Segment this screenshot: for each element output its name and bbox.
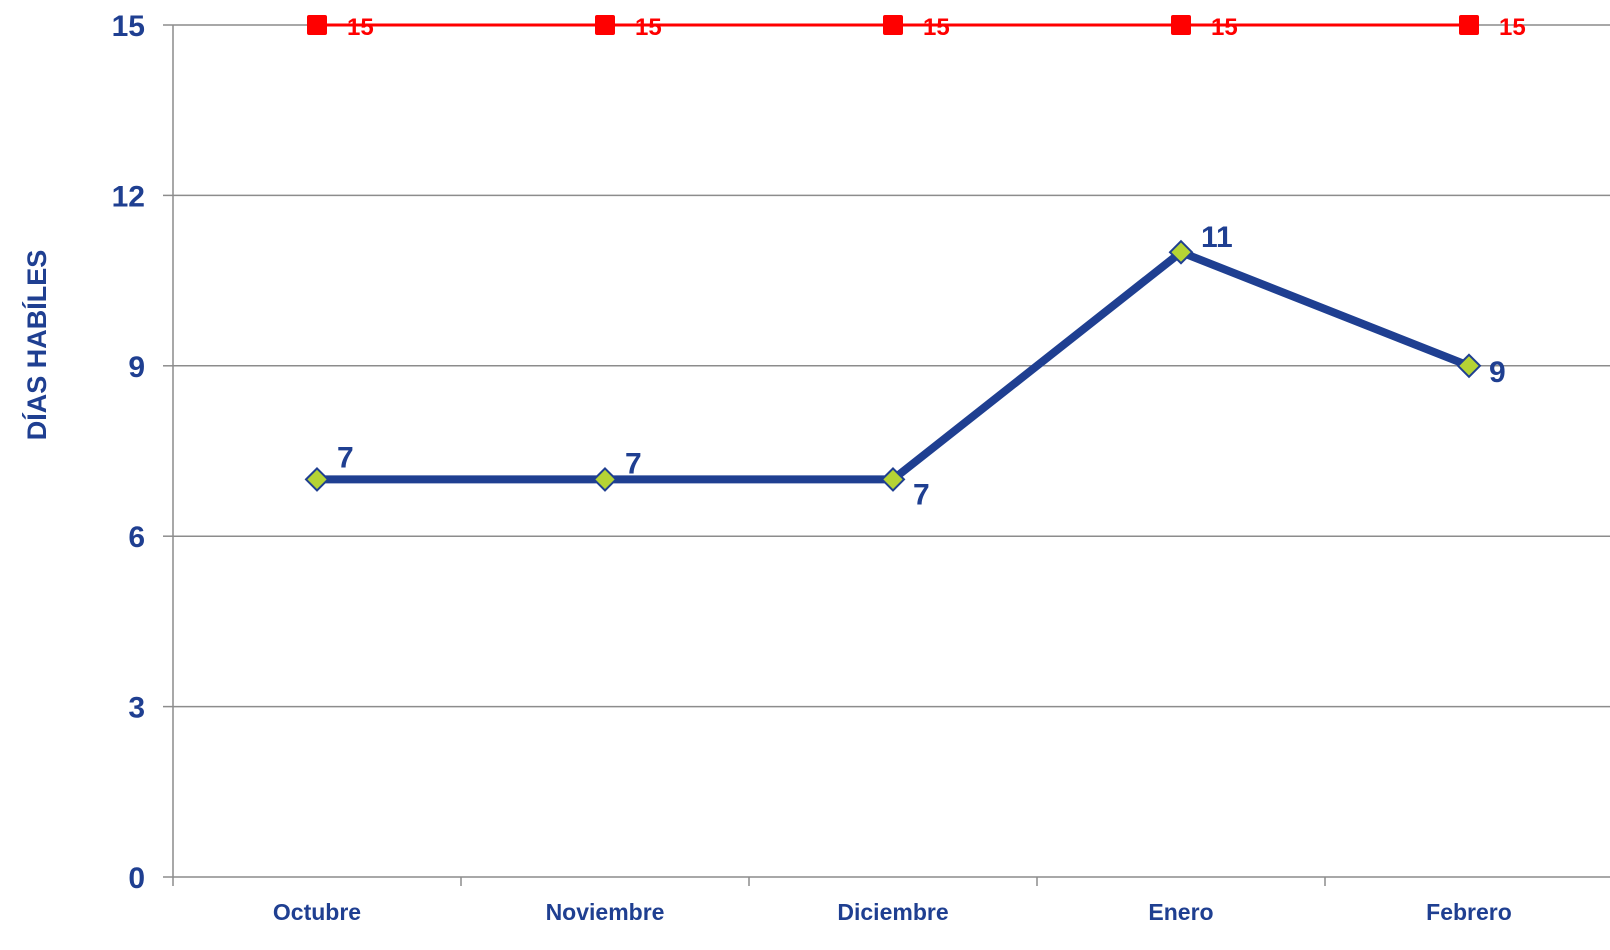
series-1: 7 7 7 11 9 <box>304 221 1506 511</box>
data-point <box>1459 15 1479 35</box>
data-label: 15 <box>923 14 950 41</box>
data-point <box>883 15 903 35</box>
data-label: 7 <box>913 478 930 511</box>
y-tick-label: 0 <box>128 862 145 895</box>
data-label: 15 <box>1211 14 1238 41</box>
series: 15 15 15 15 15 7 7 7 11 9 <box>304 14 1526 511</box>
data-point <box>1168 239 1194 265</box>
x-tick-label: Diciembre <box>837 899 948 925</box>
y-axis-label: DÍAS HABÍLES <box>21 250 52 441</box>
data-point <box>1171 15 1191 35</box>
data-point <box>307 15 327 35</box>
gridlines <box>173 24 1610 708</box>
y-tick-label: 12 <box>112 180 145 213</box>
x-tick-label: Noviembre <box>546 899 665 925</box>
data-point <box>880 466 906 492</box>
data-point <box>592 466 618 492</box>
data-label: 7 <box>625 447 642 480</box>
data-point <box>595 15 615 35</box>
axes: 0 3 6 9 12 15 Octubre Noviembre Diciembre Enero Fe… <box>112 10 1610 925</box>
y-tick-label: 6 <box>128 521 145 554</box>
data-label: 15 <box>1499 14 1526 41</box>
series-0: 15 15 15 15 15 <box>307 14 1526 41</box>
data-label: 15 <box>635 14 662 41</box>
data-label: 15 <box>347 14 374 41</box>
data-point <box>304 466 330 492</box>
y-tick-label: 3 <box>128 692 145 725</box>
x-tick-label: Octubre <box>273 899 361 925</box>
data-label: 11 <box>1201 221 1233 254</box>
data-point <box>1456 353 1482 379</box>
data-label: 7 <box>337 441 354 474</box>
y-tick-label: 15 <box>112 10 145 43</box>
x-tick-label: Enero <box>1148 899 1213 925</box>
y-tick-label: 9 <box>128 351 145 384</box>
data-label: 9 <box>1489 356 1506 389</box>
x-tick-label: Febrero <box>1426 899 1512 925</box>
